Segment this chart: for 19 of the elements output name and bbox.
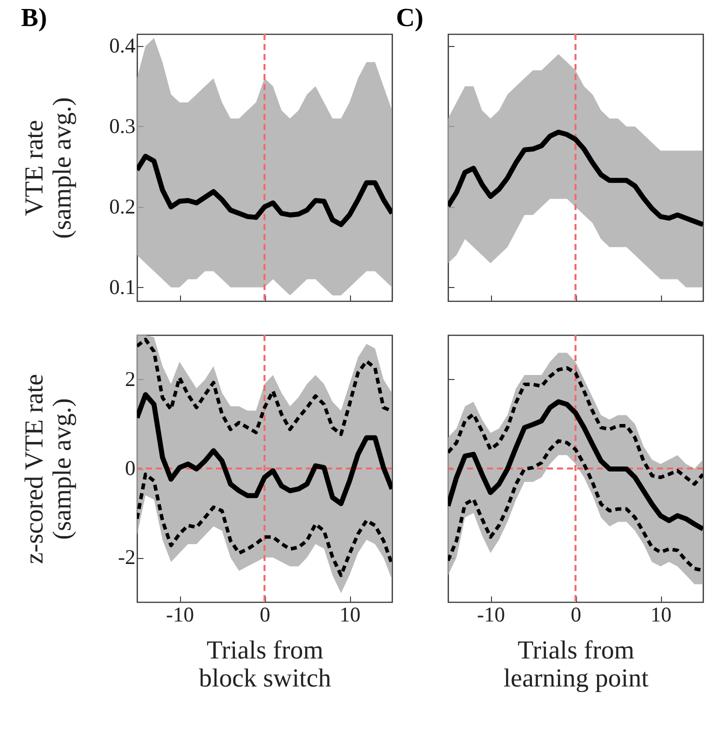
x-tick-label: -10 [477, 602, 505, 626]
y-axis-title: z-scored VTE rate (sample avg.) [20, 374, 76, 564]
x-tick-label: 0 [260, 602, 270, 626]
x-tick-label: -10 [166, 602, 194, 626]
x-axis-title: Trials from block switch [198, 636, 332, 692]
y-tick-label: -2 [118, 545, 136, 569]
y-tick-label: 0.1 [109, 274, 136, 299]
x-tick-label: 10 [650, 602, 672, 626]
x-tick-label: 0 [570, 602, 582, 626]
x-axis-title: Trials from learning point [503, 636, 650, 692]
y-tick-label: 2 [125, 367, 136, 391]
chart-title: C) [396, 3, 424, 32]
y-tick-label: 0.3 [109, 114, 136, 138]
chart-title: B) [21, 3, 47, 32]
y-tick-label: 0 [125, 456, 136, 480]
x-tick-label: 10 [340, 602, 360, 626]
y-axis-title: VTE rate (sample avg.) [20, 97, 76, 239]
y-tick-label: 0.2 [109, 194, 136, 218]
y-tick-label: 0.4 [109, 34, 136, 58]
